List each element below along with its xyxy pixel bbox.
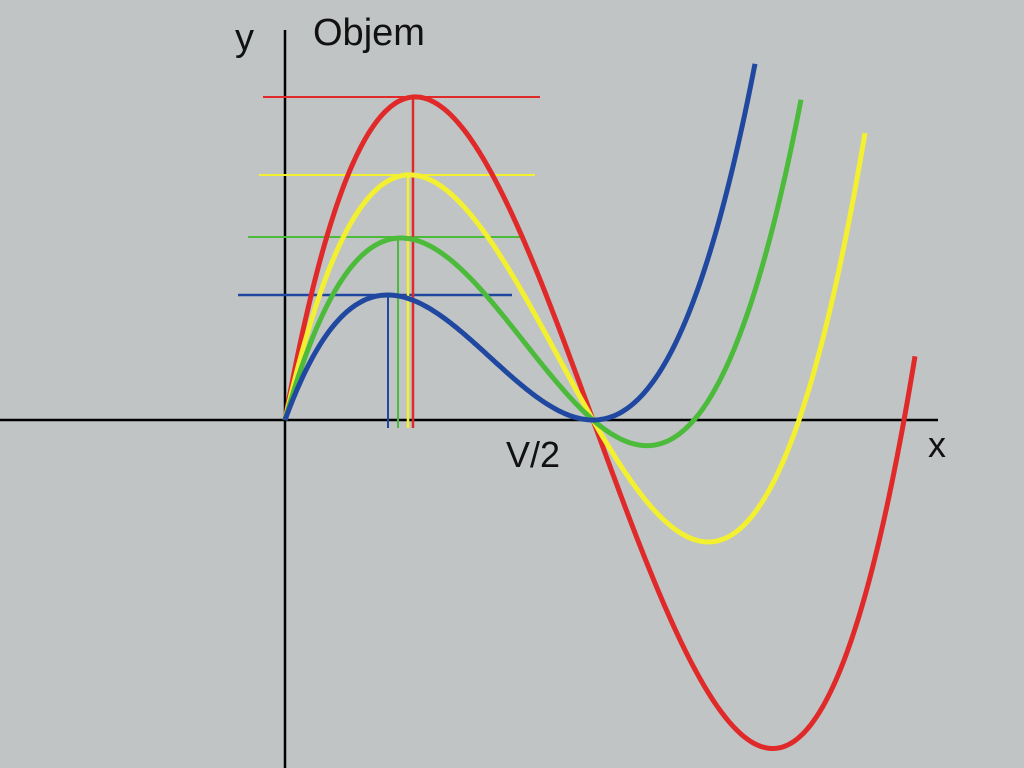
y-axis-label: y [235,17,254,59]
green-curve [282,99,804,449]
yellow-curve [282,132,868,545]
curves [282,63,918,751]
title: Objem [313,12,425,54]
red-curve [282,94,918,751]
half-volume-label: V/2 [506,434,560,475]
blue-curve [282,63,758,423]
x-axis-label: x [928,424,946,465]
